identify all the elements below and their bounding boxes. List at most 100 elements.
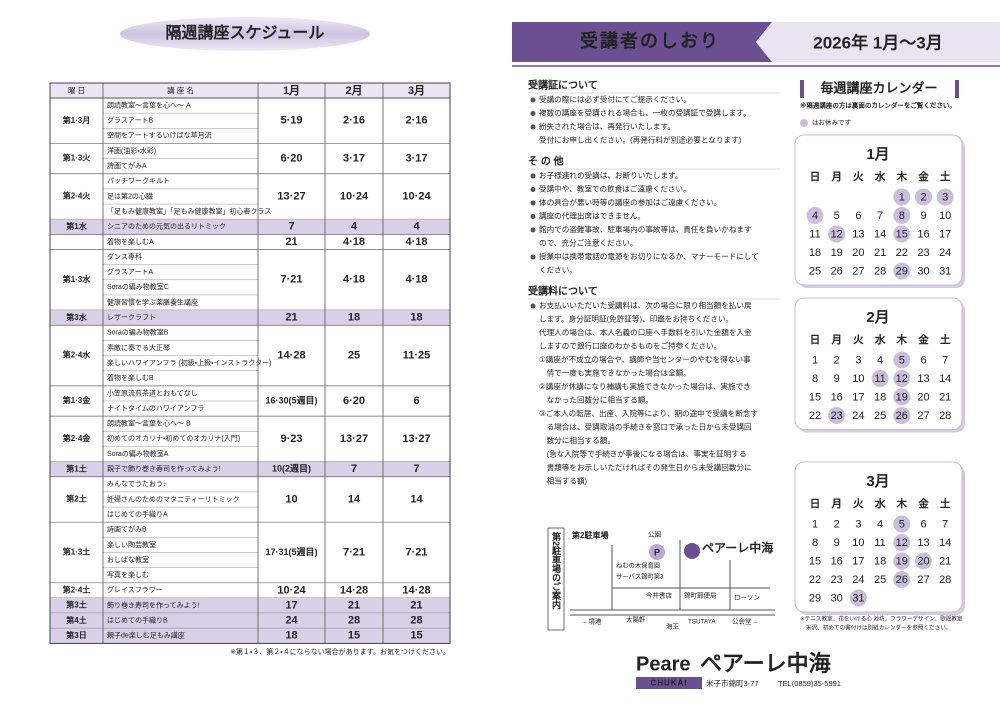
day-number: 28 [874,265,886,277]
closed-day [893,388,911,406]
closed-day [893,571,911,588]
map-label: TSUTAYA [688,619,716,626]
guide-text: る場合は、受講取消の手続きを窓口で承った日から未受講回 [539,422,752,432]
closed-day [893,370,911,387]
closed-day [893,552,911,570]
month-dates: 21 [348,599,360,611]
course-name: 飾り巻き寿司を作ってみよう! [107,600,200,609]
day-label: 第2·4水 [63,350,92,360]
header-row [50,83,450,98]
guide-text: 紛失された場合は、再発行いたします。 [539,121,675,131]
day-label: 第2土 [66,494,86,504]
calendar-note: ※隔週講座の方は裏面のカレンダーをご覧ください。 [800,101,956,110]
day-number: 18 [874,555,886,567]
month-dates: 11·25 [403,349,431,361]
day-number: 27 [917,410,929,422]
month-name: 3月 [866,473,889,490]
weekday: 金 [917,170,929,183]
day-number: 17 [852,555,864,567]
month-dates: 18 [348,312,360,324]
month-dates: 15 [348,630,360,642]
map-label: 第2駐車場 [572,530,608,540]
weekday: 水 [874,497,886,510]
course-name: 「足もみ健康教室」「足もみ健康教室」初心者クラス [107,206,271,215]
weekday: 水 [874,333,886,346]
month-dates: 18 [410,312,422,324]
course-name: パッチワークキルト [107,177,170,185]
bullet [530,200,536,206]
course-name: 着物を楽しむA [107,237,154,246]
day-label: 第1·3水 [63,274,92,284]
weekday: 日 [810,498,821,510]
logo-bar [636,677,702,689]
month-dates: 21 [410,599,422,611]
month-dates: 4 [413,221,420,233]
day-number: 26 [831,265,843,277]
closed-day [915,188,932,206]
month-dates: 2·16 [343,115,365,127]
guide-title: 受講者のしおり [580,30,720,51]
day-label: 第2·4火 [63,191,91,201]
month-dates: 4 [351,221,358,233]
calendar-card [794,297,963,430]
guide-text: (急な入院等で手続きが事後になる場合は、事実を証明する [539,449,747,459]
guide-text: 数分に相当する額。 [539,435,615,445]
day-number: 29 [896,265,908,277]
course-name: はじめての手織りB [107,616,168,625]
calendar-card [794,461,963,613]
course-name: 洋画(油彩・水彩) [107,146,156,155]
day-number: 27 [852,265,864,277]
day-number: 26 [896,410,908,422]
day-number: 11 [809,228,820,240]
tel: TEL(0859)35-5991 [778,679,841,688]
day-number: 23 [831,410,843,422]
day-number: 5 [834,210,840,222]
day-number: 6 [920,518,926,530]
day-number: 13 [917,373,929,385]
weekday: 水 [874,170,886,183]
month-dates: 25 [348,349,360,361]
day-number: 6 [855,210,861,222]
course-name: 小笠原流煎茶道とおもてなし [107,388,198,397]
guide-text: 受講の際には必ず受付にてご提示ください。 [539,94,691,104]
closed-day [893,515,911,533]
day-number: 2 [920,191,926,203]
weekday: 火 [853,171,864,183]
shaded-row [50,461,450,477]
month-dates: 28 [348,615,360,627]
month-dates: 21 [285,236,297,248]
guide-text: ①講座が不成立の場合や、講師や当センターのやむを得ない事 [539,354,751,364]
map-label: ペアーレ中海 [702,540,773,555]
month-dates: 6 [413,395,419,407]
month-dates: 10(2週目) [272,464,311,474]
map-label: ←境港 [582,617,602,626]
day-number: 19 [896,391,908,403]
map-label: 太陽軒 [626,615,646,624]
day-number: 13 [917,537,929,549]
calendar-legend: はお休みです [812,118,852,127]
map-label: サーパス錦町第3 [616,572,664,581]
closed-day [806,207,824,224]
calendar-card [794,134,963,286]
closed-day [893,262,911,280]
weekday: 土 [940,333,951,346]
closed-day [893,534,911,551]
month-dates: 14 [348,493,361,505]
month-dates: 10·24 [277,584,306,596]
closed-day [893,207,911,224]
title-pill [120,17,370,51]
shaded-row [50,613,450,629]
guide-text: 受付にお申し出ください。(再発行料が別途必要となります) [539,135,742,145]
map-label: 公会堂→ [732,617,758,626]
day-number: 19 [831,247,843,259]
bullet [530,187,536,192]
course-name: ダンス専科 [107,252,142,261]
day-number: 1 [812,354,818,366]
day-number: 22 [809,574,821,586]
guide-text: お支払いいただいた受講料は、次の場合に限り相当額を払い戻 [539,300,752,310]
day-number: 9 [834,373,840,385]
shaded-row [50,310,450,326]
day-number: 10 [852,373,864,385]
month-name: 2月 [866,309,889,326]
day-number: 22 [809,410,821,422]
